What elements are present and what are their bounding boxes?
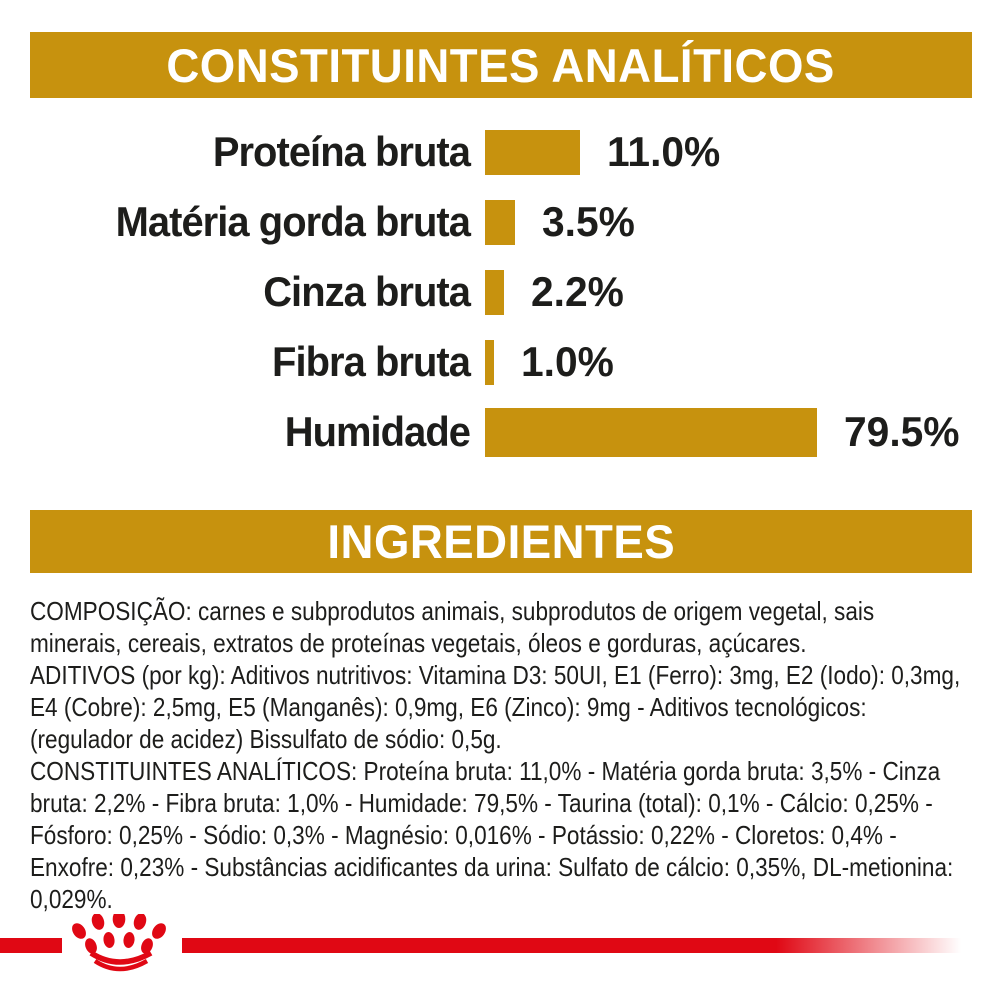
analytic-constituents-chart: Proteína bruta 11.0% Matéria gorda bruta 3.… bbox=[0, 117, 1000, 467]
brand-stripe-right bbox=[182, 938, 985, 953]
ingredients-text-block: COMPOSIÇÃO: carnes e subprodutos animais… bbox=[30, 595, 970, 915]
constituent-value: 1.0% bbox=[520, 338, 614, 385]
constituent-label: Matéria gorda bruta bbox=[115, 198, 471, 245]
constituent-bar bbox=[485, 129, 580, 175]
constituent-label: Humidade bbox=[284, 408, 471, 455]
constituent-bar bbox=[485, 269, 504, 315]
label-paragraph: CONSTITUINTES ANALÍTICOS: Proteína bruta… bbox=[30, 756, 954, 914]
analytic-constituents-banner: CONSTITUINTES ANALÍTICOS bbox=[30, 32, 972, 98]
constituent-label: Proteína bruta bbox=[212, 128, 471, 175]
chart-row: Humidade 79.5% bbox=[0, 397, 1000, 467]
constituent-value: 11.0% bbox=[606, 128, 720, 175]
chart-row: Fibra bruta 1.0% bbox=[0, 327, 1000, 397]
constituent-bar bbox=[485, 199, 516, 245]
analytic-constituents-title: CONSTITUINTES ANALÍTICOS bbox=[166, 38, 836, 92]
ingredients-title: INGREDIENTES bbox=[327, 515, 675, 568]
chart-row: Matéria gorda bruta 3.5% bbox=[0, 187, 1000, 257]
royal-canin-crown-logo bbox=[72, 914, 166, 972]
chart-row: Proteína bruta 11.0% bbox=[0, 117, 1000, 187]
label-paragraph: COMPOSIÇÃO: carnes e subprodutos animais… bbox=[30, 596, 875, 658]
label-paragraph: ADITIVOS (por kg): Aditivos nutritivos: … bbox=[30, 660, 961, 754]
ingredients-banner: INGREDIENTES bbox=[30, 510, 972, 573]
constituent-label: Cinza bruta bbox=[263, 268, 471, 315]
chart-row: Cinza bruta 2.2% bbox=[0, 257, 1000, 327]
constituent-value: 79.5% bbox=[844, 408, 960, 455]
constituent-value: 2.2% bbox=[530, 268, 624, 315]
constituent-label: Fibra bruta bbox=[272, 338, 471, 385]
constituent-bar bbox=[485, 407, 817, 457]
brand-stripe-left bbox=[0, 938, 62, 953]
constituent-value: 3.5% bbox=[542, 198, 635, 245]
constituent-bar bbox=[485, 339, 494, 385]
